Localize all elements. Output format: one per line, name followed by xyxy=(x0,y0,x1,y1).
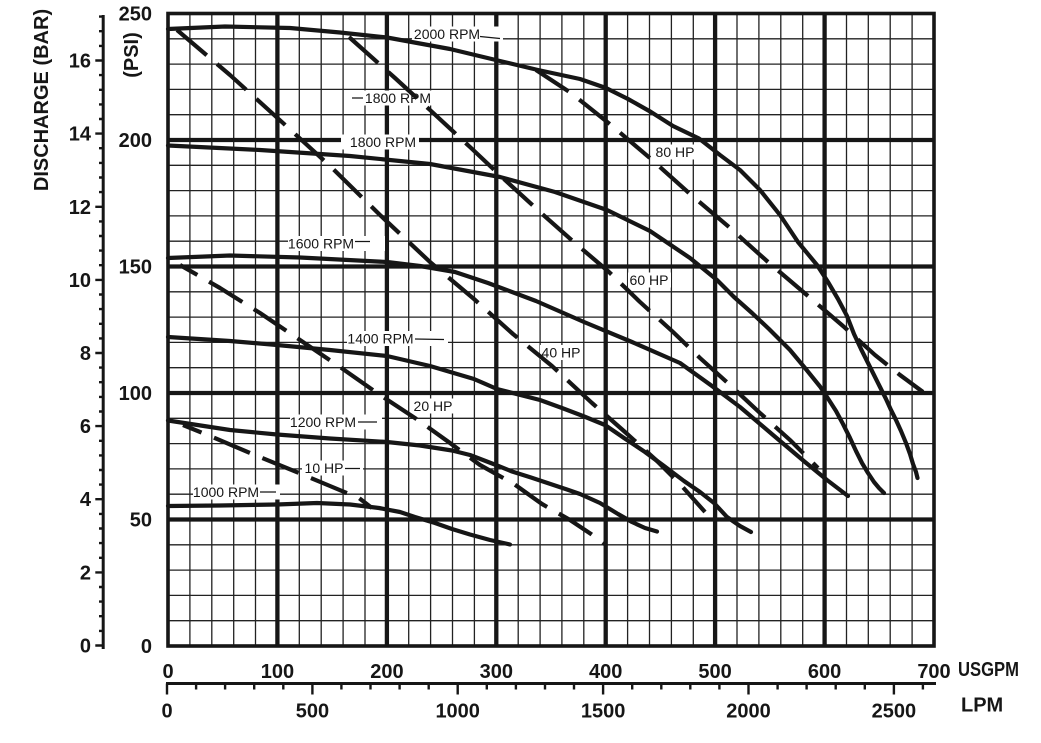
svg-text:150: 150 xyxy=(119,257,152,279)
svg-text:USGPM: USGPM xyxy=(958,659,1019,681)
svg-text:2: 2 xyxy=(80,562,91,584)
svg-text:0: 0 xyxy=(162,661,173,683)
svg-text:50: 50 xyxy=(130,510,152,532)
svg-text:250: 250 xyxy=(119,4,152,26)
svg-text:LPM: LPM xyxy=(961,695,1003,717)
svg-text:500: 500 xyxy=(698,661,731,683)
svg-text:0: 0 xyxy=(80,636,91,658)
svg-text:1000 RPM: 1000 RPM xyxy=(193,484,259,500)
svg-text:2000: 2000 xyxy=(726,700,771,722)
svg-text:40 HP: 40 HP xyxy=(542,345,581,361)
svg-text:1500: 1500 xyxy=(581,700,626,722)
svg-text:2000 RPM: 2000 RPM xyxy=(414,26,480,42)
svg-text:6: 6 xyxy=(80,416,91,438)
svg-text:200: 200 xyxy=(119,130,152,152)
svg-text:100: 100 xyxy=(261,661,294,683)
svg-text:20 HP: 20 HP xyxy=(414,398,453,414)
svg-text:1600 RPM: 1600 RPM xyxy=(288,236,354,252)
svg-text:100: 100 xyxy=(119,383,152,405)
svg-text:14: 14 xyxy=(69,124,92,146)
svg-text:1400 RPM: 1400 RPM xyxy=(347,331,413,347)
svg-text:2500: 2500 xyxy=(872,700,917,722)
svg-text:12: 12 xyxy=(69,197,91,219)
svg-text:1800 RPM: 1800 RPM xyxy=(350,134,416,150)
svg-text:1200 RPM: 1200 RPM xyxy=(290,414,356,430)
svg-text:60 HP: 60 HP xyxy=(630,272,669,288)
svg-text:DISCHARGE (BAR): DISCHARGE (BAR) xyxy=(31,9,53,191)
svg-text:400: 400 xyxy=(589,661,622,683)
svg-text:8: 8 xyxy=(80,343,91,365)
svg-text:16: 16 xyxy=(69,51,91,73)
svg-text:10 HP: 10 HP xyxy=(305,460,344,476)
svg-text:700: 700 xyxy=(917,661,950,683)
svg-text:1000: 1000 xyxy=(435,700,480,722)
svg-text:300: 300 xyxy=(480,661,513,683)
svg-text:(PSI): (PSI) xyxy=(121,32,143,78)
svg-text:200: 200 xyxy=(370,661,403,683)
svg-text:1800 RPM: 1800 RPM xyxy=(365,90,431,106)
svg-text:4: 4 xyxy=(80,489,92,511)
svg-text:0: 0 xyxy=(141,636,152,658)
svg-text:80 HP: 80 HP xyxy=(656,144,695,160)
svg-text:500: 500 xyxy=(296,700,329,722)
svg-text:0: 0 xyxy=(161,700,172,722)
svg-text:10: 10 xyxy=(69,270,91,292)
svg-text:600: 600 xyxy=(808,661,841,683)
